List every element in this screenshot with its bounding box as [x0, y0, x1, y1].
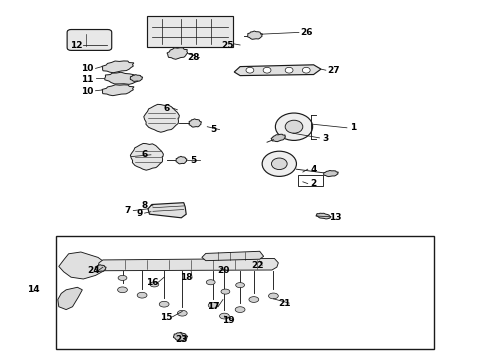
Text: 13: 13	[329, 212, 342, 221]
Polygon shape	[130, 143, 163, 170]
Text: 14: 14	[27, 285, 40, 294]
Polygon shape	[202, 251, 264, 261]
Text: 21: 21	[278, 299, 291, 307]
Text: 9: 9	[136, 209, 143, 217]
Polygon shape	[59, 252, 108, 279]
Circle shape	[263, 67, 271, 73]
Polygon shape	[247, 31, 263, 39]
Ellipse shape	[220, 313, 229, 319]
Polygon shape	[167, 48, 188, 59]
Polygon shape	[95, 265, 106, 271]
Ellipse shape	[221, 289, 230, 294]
Text: 2: 2	[311, 179, 317, 188]
Text: 6: 6	[164, 104, 170, 112]
Text: 19: 19	[221, 316, 234, 325]
Polygon shape	[189, 119, 201, 127]
Text: 3: 3	[323, 134, 329, 143]
Text: 22: 22	[251, 261, 264, 270]
Ellipse shape	[208, 302, 218, 308]
Text: 7: 7	[124, 206, 131, 215]
Text: 24: 24	[87, 266, 99, 275]
FancyBboxPatch shape	[67, 30, 112, 50]
Text: 6: 6	[142, 150, 147, 159]
Polygon shape	[58, 287, 82, 310]
Text: 4: 4	[310, 165, 317, 174]
Text: 12: 12	[70, 40, 82, 49]
Text: 11: 11	[81, 75, 94, 84]
Polygon shape	[105, 72, 140, 84]
Ellipse shape	[206, 280, 215, 285]
Ellipse shape	[118, 275, 127, 280]
Circle shape	[285, 67, 293, 73]
Text: 5: 5	[210, 125, 216, 134]
Text: 1: 1	[350, 123, 356, 132]
Text: 5: 5	[191, 156, 196, 165]
Polygon shape	[271, 134, 286, 141]
Text: 10: 10	[81, 87, 94, 96]
Text: 25: 25	[221, 40, 234, 49]
Text: 27: 27	[327, 66, 340, 75]
Ellipse shape	[235, 307, 245, 312]
Circle shape	[302, 67, 310, 73]
Polygon shape	[98, 258, 278, 271]
Ellipse shape	[137, 292, 147, 298]
Polygon shape	[176, 156, 187, 164]
Ellipse shape	[249, 297, 259, 302]
Bar	[147, 16, 233, 47]
Ellipse shape	[236, 283, 245, 288]
Ellipse shape	[269, 293, 278, 299]
Polygon shape	[130, 75, 143, 81]
Polygon shape	[234, 65, 321, 76]
Circle shape	[271, 158, 287, 170]
Polygon shape	[323, 171, 339, 177]
Text: 10: 10	[81, 64, 94, 73]
Bar	[298, 175, 323, 186]
Polygon shape	[173, 332, 188, 341]
Circle shape	[246, 67, 254, 73]
Polygon shape	[148, 203, 186, 218]
Polygon shape	[102, 85, 134, 96]
Bar	[56, 236, 434, 349]
Polygon shape	[102, 61, 134, 73]
Text: 8: 8	[142, 201, 147, 210]
Ellipse shape	[150, 282, 159, 287]
Polygon shape	[316, 213, 331, 219]
Text: 20: 20	[217, 266, 229, 275]
Text: 15: 15	[160, 313, 173, 322]
Ellipse shape	[118, 287, 127, 293]
Text: 17: 17	[207, 302, 220, 311]
Circle shape	[275, 113, 313, 140]
Polygon shape	[144, 104, 179, 132]
Ellipse shape	[177, 310, 187, 316]
Text: 28: 28	[187, 53, 200, 62]
Text: 26: 26	[300, 28, 313, 37]
Text: 16: 16	[146, 278, 158, 287]
Circle shape	[262, 151, 296, 176]
Text: 18: 18	[180, 274, 193, 282]
Circle shape	[285, 120, 303, 133]
Ellipse shape	[159, 301, 169, 307]
Text: 23: 23	[175, 335, 188, 343]
